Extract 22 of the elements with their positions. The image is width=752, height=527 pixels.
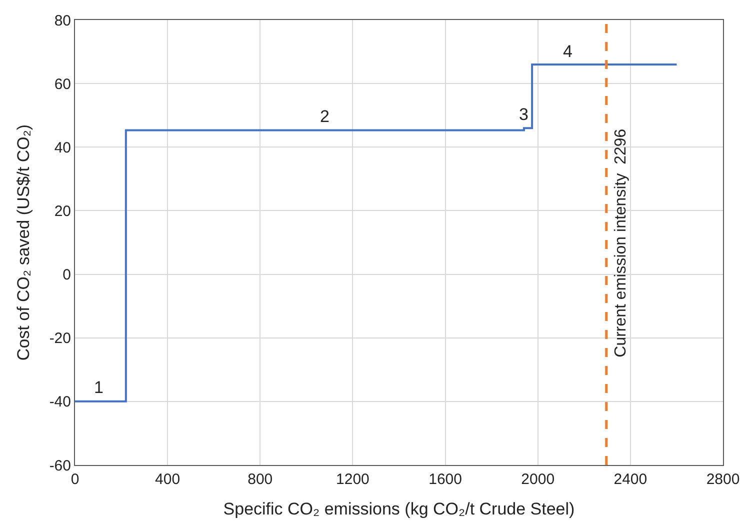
x-tick-label: 2400 <box>614 471 648 488</box>
ref-line-label: Current emission intensity 2296 <box>612 128 630 358</box>
y-tick-label: -40 <box>49 394 71 411</box>
annotation: 2 <box>320 107 330 126</box>
y-tick-label: 80 <box>54 12 71 30</box>
x-tick-label: 800 <box>248 471 273 488</box>
annotation: 4 <box>563 42 572 61</box>
x-axis-title: Specific CO₂ emissions (kg CO₂/t Crude Steel) <box>223 499 575 518</box>
x-tick-label: 2800 <box>706 471 740 488</box>
y-axis-title: Cost of CO₂ saved (US$/t CO₂) <box>14 124 33 361</box>
annotation: 1 <box>94 378 104 397</box>
y-tick-label: 60 <box>54 76 71 93</box>
y-tick-label: 40 <box>54 139 71 156</box>
y-tick-label: -60 <box>49 457 71 474</box>
x-tick-label: 400 <box>155 471 180 488</box>
x-tick-label: 1600 <box>428 471 462 488</box>
y-tick-label: -20 <box>49 330 71 348</box>
annotation: 3 <box>519 105 528 124</box>
x-tick-label: 1200 <box>336 471 370 488</box>
y-tick-label: 20 <box>54 202 71 220</box>
y-tick-label: 0 <box>62 266 71 284</box>
x-tick-label: 2000 <box>521 471 555 488</box>
